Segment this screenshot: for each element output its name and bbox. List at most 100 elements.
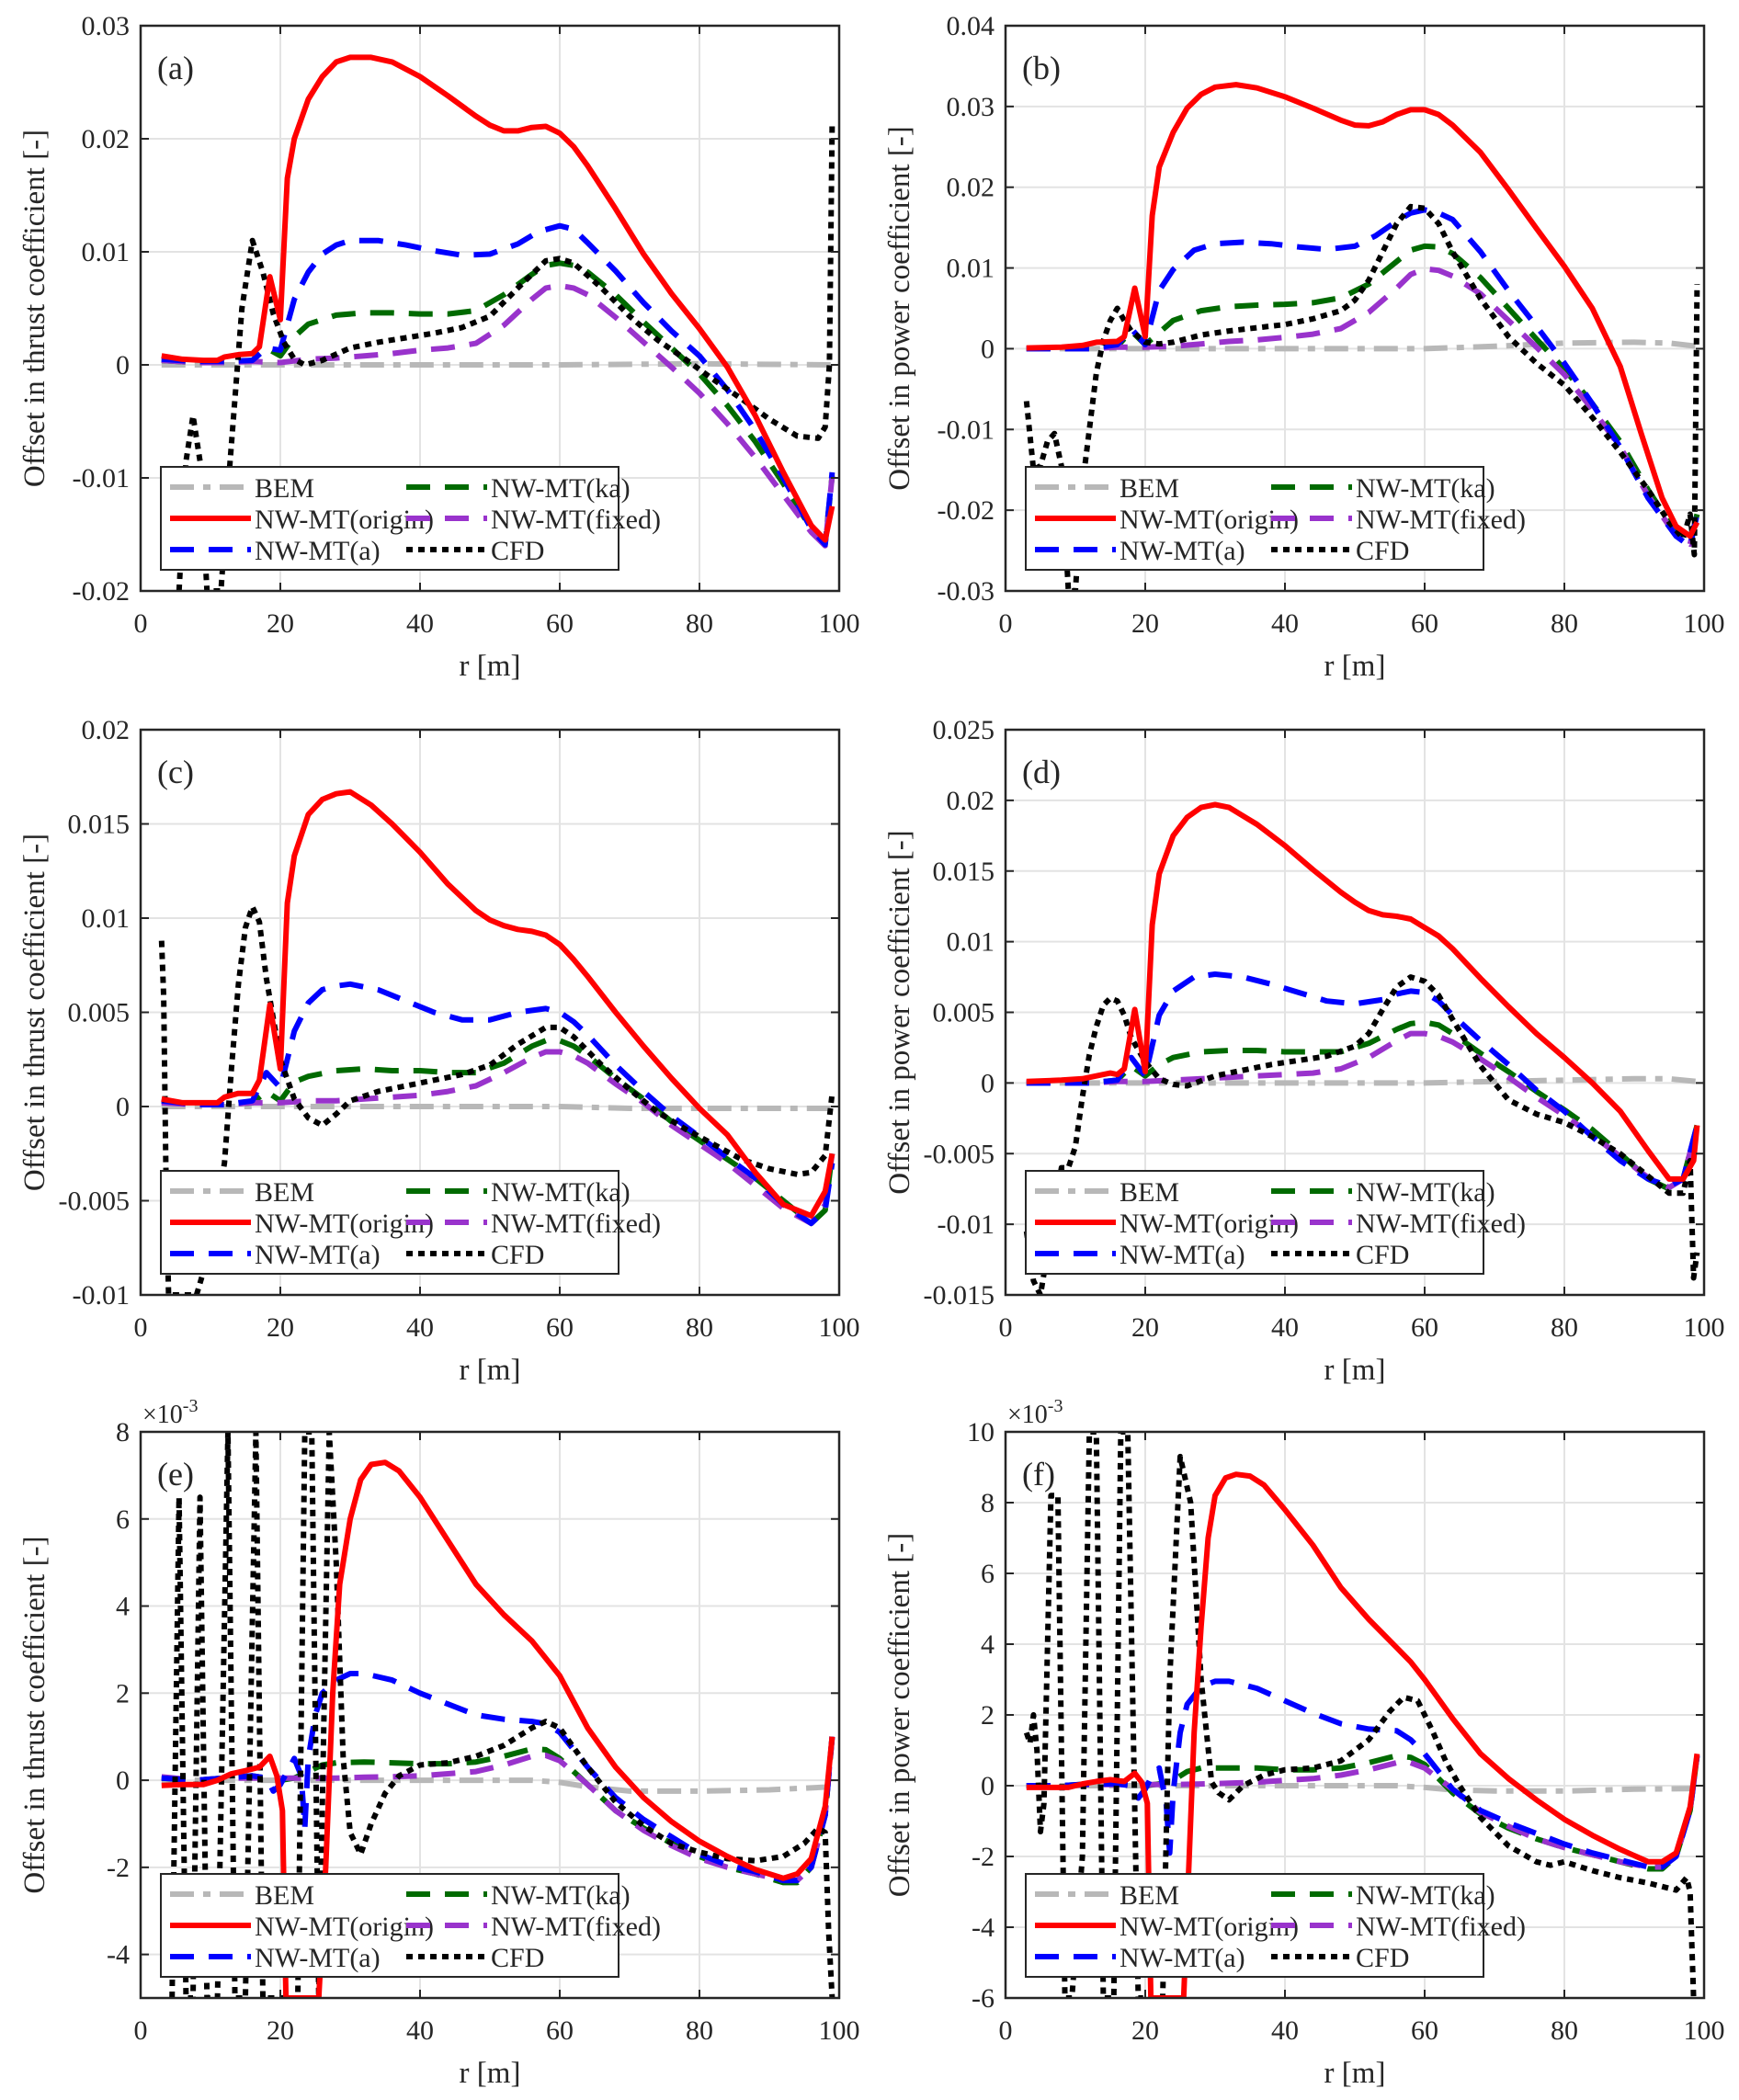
y-tick-label: 0.01 <box>947 254 995 284</box>
legend-label: NW-MT(fixed) <box>491 1209 661 1239</box>
legend-item: NW-MT(fixed) <box>406 1912 661 1942</box>
legend-item: CFD <box>1271 1240 1409 1270</box>
x-tick-label: 80 <box>686 2015 713 2046</box>
series-line-bem <box>1026 339 1698 352</box>
grid <box>1006 730 1704 1295</box>
y-tick-label: 10 <box>967 1417 995 1447</box>
x-tick-label: 0 <box>134 608 148 639</box>
y-tick-label: -4 <box>972 1913 995 1943</box>
x-axis-label: r [m] <box>460 650 521 683</box>
legend-item: BEM <box>170 473 314 504</box>
legend-item: NW-MT(a) <box>170 1240 381 1270</box>
axes-frame <box>139 24 841 593</box>
x-tick-label: 60 <box>1411 608 1438 639</box>
y-axis-label: Offset in power coefficient [-] <box>883 830 916 1194</box>
series-line-bem <box>1026 1075 1698 1086</box>
legend-item: BEM <box>1035 473 1179 504</box>
x-tick-label: 60 <box>546 2015 574 2046</box>
y-tick-label: 0.04 <box>947 11 995 41</box>
series-line-nw-mt-origin <box>161 789 835 1219</box>
x-tick-label: 20 <box>1131 608 1159 639</box>
legend-item: CFD <box>406 1240 544 1270</box>
legend-label: BEM <box>1120 1880 1179 1911</box>
series-line-nw-mt-fixed <box>1026 1030 1700 1191</box>
x-tick-label: 40 <box>406 1312 434 1343</box>
y-tick-label: 0 <box>981 334 995 364</box>
legend-label: BEM <box>255 1177 314 1208</box>
legend-item: NW-MT(ka) <box>1271 1177 1495 1208</box>
x-tick-label: 80 <box>686 1312 713 1343</box>
y-tick-label: 0.03 <box>82 11 131 41</box>
legend-label: BEM <box>255 1880 314 1911</box>
panel-label: (a) <box>157 50 194 86</box>
legend-item: NW-MT(origin) <box>1035 1912 1299 1942</box>
legend-label: NW-MT(fixed) <box>1356 1209 1526 1239</box>
x-tick-label: 20 <box>267 1312 294 1343</box>
x-axis-label: r [m] <box>1324 1354 1386 1387</box>
legend-item: NW-MT(fixed) <box>406 505 661 535</box>
x-tick-label: 60 <box>546 1312 574 1343</box>
panel-c: 0 20 40 60 80 100 -0.01 -0.005 0 0.005 0.01 0.015 0.… <box>18 715 860 1387</box>
legend-item: NW-MT(ka) <box>1271 473 1495 504</box>
y-axis-label: Offset in thrust coefficient [-] <box>18 1536 51 1893</box>
y-tick-label: 0 <box>981 1068 995 1098</box>
panel-e: 0 20 40 60 80 100 -4 -2 0 2 4 6 8 ×10-3 r [m] Offset in… <box>18 1396 860 2090</box>
legend-label: BEM <box>1120 1177 1179 1208</box>
y-tick-label: -2 <box>972 1842 995 1872</box>
legend-label: NW-MT(fixed) <box>1356 1912 1526 1942</box>
legend-label: CFD <box>491 536 544 566</box>
y-tick-label: 0.005 <box>933 998 995 1028</box>
legend-label: NW-MT(a) <box>1120 1240 1245 1270</box>
y-tick-label: 0.02 <box>82 715 131 745</box>
legend-label: NW-MT(fixed) <box>1356 505 1526 535</box>
legend-item: NW-MT(a) <box>1035 1943 1245 1973</box>
ticks: 0 20 40 60 80 100 -0.01 -0.005 0 0.005 0.01 0.015 0.… <box>59 715 860 1343</box>
legend-item: NW-MT(a) <box>1035 1240 1245 1270</box>
series-line-cfd <box>169 1432 835 1998</box>
series-line-nw-mt-origin <box>161 1459 835 1998</box>
x-tick-label: 80 <box>1551 1312 1578 1343</box>
panel-label: (d) <box>1022 754 1061 790</box>
legend-item: NW-MT(ka) <box>1271 1880 1495 1911</box>
legend-item: NW-MT(fixed) <box>1271 1912 1526 1942</box>
y-exponent-label: ×10-3 <box>142 1396 198 1429</box>
panel-label: (f) <box>1022 1456 1055 1493</box>
y-axis-label: Offset in power coefficient [-] <box>883 1533 916 1897</box>
y-axis-label: Offset in power coefficient [-] <box>883 126 916 490</box>
ticks: 0 20 40 60 80 100 -4 -2 0 2 4 6 8 <box>107 1417 860 2046</box>
x-tick-label: 0 <box>134 1312 148 1343</box>
x-tick-label: 20 <box>1131 1312 1159 1343</box>
panel-label: (b) <box>1022 50 1061 86</box>
legend-label: NW-MT(a) <box>1120 536 1245 566</box>
axes-frame <box>1004 24 1706 593</box>
x-tick-label: 20 <box>267 608 294 639</box>
series-line-nw-mt-fixed <box>161 1049 835 1227</box>
y-tick-label: -0.015 <box>924 1280 995 1311</box>
ticks: 0 20 40 60 80 100 -0.015 -0.01 -0.005 0 0.005 0.01 0… <box>924 715 1725 1343</box>
panel-label: (c) <box>157 754 194 790</box>
y-tick-label: 0.025 <box>933 715 995 745</box>
legend-label: NW-MT(ka) <box>1356 473 1495 504</box>
legend-label: NW-MT(fixed) <box>491 1912 661 1942</box>
y-tick-label: -0.03 <box>938 576 995 607</box>
series-line-bem <box>161 360 833 368</box>
series-line-nw-mt-origin <box>1026 1471 1700 1998</box>
x-tick-label: 60 <box>1411 2015 1438 2046</box>
y-tick-label: 0.02 <box>947 173 995 203</box>
y-tick-label: -0.01 <box>73 463 131 494</box>
series-line-nw-mt-origin <box>1026 82 1700 539</box>
legend-label: CFD <box>491 1240 544 1270</box>
series-line-cfd <box>1023 1432 1698 1998</box>
legend-label: NW-MT(a) <box>255 1240 381 1270</box>
y-tick-label: 0.01 <box>82 903 131 934</box>
series-line-nw-mt-fixed <box>161 1736 835 1884</box>
x-tick-label: 20 <box>267 2015 294 2046</box>
legend-label: CFD <box>491 1943 544 1973</box>
y-tick-label: 4 <box>981 1629 995 1660</box>
x-tick-label: 100 <box>1684 1312 1725 1343</box>
x-tick-label: 0 <box>999 2015 1013 2046</box>
y-tick-label: -6 <box>972 1983 995 2014</box>
series-line-nw-mt-ka <box>161 1038 835 1227</box>
